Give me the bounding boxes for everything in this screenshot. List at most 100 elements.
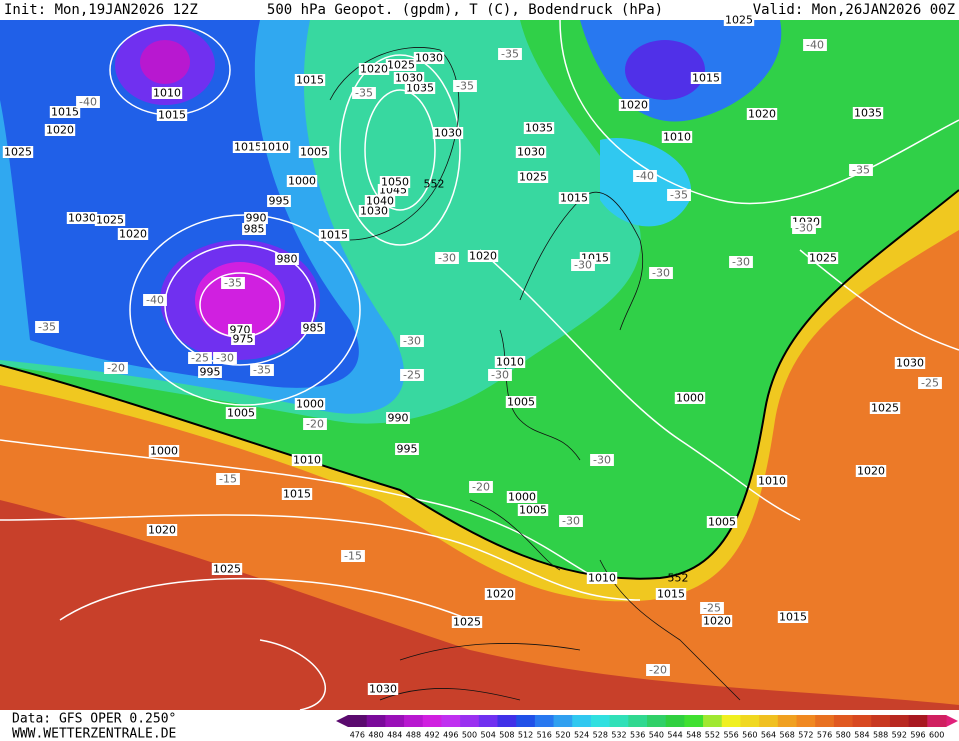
label-box [291, 454, 323, 466]
pressure-label: 1005 [300, 146, 328, 159]
label-box [559, 515, 583, 527]
pressure-label: 1020 [119, 228, 147, 241]
label-box [432, 127, 464, 139]
552-line [0, 189, 959, 580]
label-box [231, 333, 255, 345]
colorbar-label: 592 [892, 731, 907, 740]
colorbar-label: 520 [555, 731, 570, 740]
temperature-label: -30 [652, 267, 670, 280]
colorbar-label: 576 [817, 731, 832, 740]
colorbar-label: 488 [406, 731, 421, 740]
pressure-label: 1025 [809, 252, 837, 265]
label-box [364, 195, 396, 207]
pressure-label: 1010 [293, 454, 321, 467]
colorbar-cell [385, 715, 405, 727]
label-box [213, 352, 237, 364]
temperature-label: -40 [79, 96, 97, 109]
colorbar-cell [478, 715, 498, 727]
label-box [571, 259, 595, 271]
pressure-label: 1010 [663, 131, 691, 144]
temperature-label: -15 [344, 550, 362, 563]
label-box [281, 488, 313, 500]
temperature-label: -35 [355, 87, 373, 100]
pressure-label: 1025 [453, 616, 481, 629]
label-box [404, 82, 436, 94]
temperature-label: -25 [191, 352, 209, 365]
pressure-label: 1020 [148, 524, 176, 537]
temperature-label: -20 [306, 418, 324, 431]
label-box [807, 252, 839, 264]
colorbar-arrow-left [336, 715, 348, 727]
colorbar-cell [871, 715, 891, 727]
label-box [855, 465, 887, 477]
label-box [506, 491, 538, 503]
colorbar-label: 532 [611, 731, 626, 740]
temperature-label: -30 [438, 252, 456, 265]
label-box [379, 176, 411, 188]
pressure-label: 1005 [708, 516, 736, 529]
colorbar-cell [740, 715, 760, 727]
temperature-label: -25 [921, 377, 939, 390]
label-box [275, 253, 299, 265]
label-box [413, 52, 445, 64]
label-box [586, 572, 618, 584]
label-box [298, 146, 330, 158]
colorbar-cell [404, 715, 424, 727]
label-box [484, 588, 516, 600]
colorbar-cell [516, 715, 536, 727]
pressure-label: 985 [244, 223, 265, 236]
label-box [400, 335, 424, 347]
pressure-label: 1025 [725, 14, 753, 27]
pressure-label: 1000 [508, 491, 536, 504]
colorbar-label: 480 [368, 731, 383, 740]
temperature-label: -20 [107, 362, 125, 375]
label-box [221, 277, 245, 289]
colorbar-cell [422, 715, 442, 727]
pressure-label: 1015 [692, 72, 720, 85]
label-box [618, 99, 650, 111]
label-box [148, 445, 180, 457]
colorbar-cell [889, 715, 910, 727]
label-box [211, 563, 243, 575]
label-box [2, 146, 34, 158]
label-box [494, 356, 526, 368]
colorbar-cell [815, 715, 835, 727]
label-box [746, 108, 778, 120]
pressure-label: 1005 [507, 396, 535, 409]
colorbar-label: 536 [630, 731, 645, 740]
pressure-label: 1010 [261, 141, 289, 154]
label-box [367, 683, 399, 695]
coastline [329, 47, 460, 241]
label-box [852, 107, 884, 119]
label-box [341, 550, 365, 562]
label-box [44, 124, 76, 136]
pressure-label: 1030 [369, 683, 397, 696]
label-box [690, 72, 722, 84]
label-box [267, 195, 291, 207]
pressure-label: 1015 [158, 109, 186, 122]
scandinavian-trough [600, 138, 692, 227]
colorbar-label: 524 [574, 731, 589, 740]
pressure-label: 1010 [588, 572, 616, 585]
pressure-label: 1030 [395, 72, 423, 85]
colorbar-label: 544 [667, 731, 682, 740]
pressure-label: 1030 [896, 357, 924, 370]
colorbar-cell [703, 715, 723, 727]
pressure-label: 975 [233, 333, 254, 346]
temperature-label: -30 [491, 369, 509, 382]
temperature-label: -25 [703, 602, 721, 615]
isobar [559, 19, 959, 205]
colorbar-label: 588 [873, 731, 888, 740]
temperature-label: -30 [732, 256, 750, 269]
colorbar-label: 500 [462, 731, 477, 740]
label-box [143, 294, 167, 306]
temperature-label: -35 [852, 164, 870, 177]
pressure-label: 1020 [486, 588, 514, 601]
colorbar-cell [441, 715, 461, 727]
pressure-label: 1000 [150, 445, 178, 458]
label-box [318, 229, 350, 241]
label-box [225, 407, 257, 419]
label-box [467, 250, 499, 262]
label-box [498, 48, 522, 60]
colorbar-label: 496 [443, 731, 458, 740]
